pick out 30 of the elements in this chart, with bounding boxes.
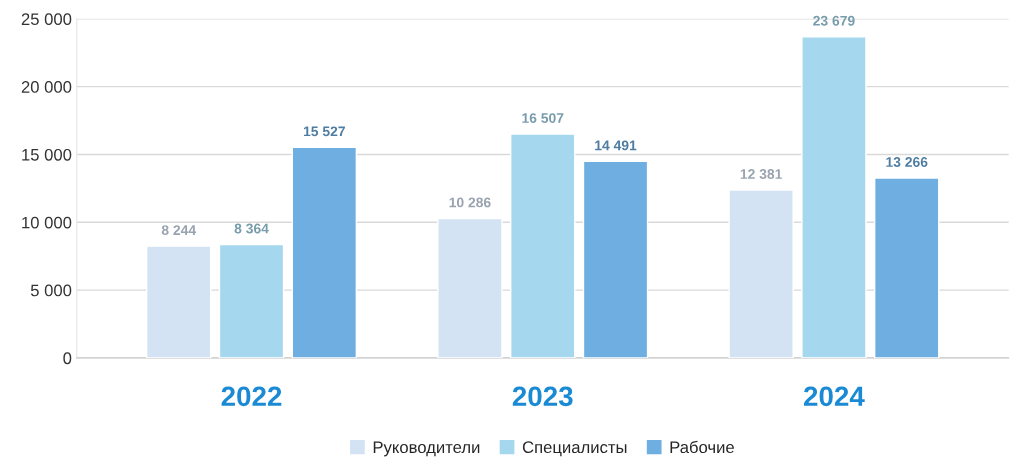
legend-label: Рабочие <box>670 440 734 454</box>
y-tick-label: 0 <box>63 352 72 365</box>
data-label: 15 527 <box>303 126 345 137</box>
y-tick-label: 15 000 <box>22 148 72 161</box>
legend-label: Руководители <box>373 441 480 457</box>
bar <box>509 133 576 358</box>
data-label: 10 286 <box>449 197 491 208</box>
bar <box>801 36 867 358</box>
data-label: 8 364 <box>234 223 269 234</box>
bar <box>437 217 503 358</box>
data-label: 16 507 <box>522 113 564 123</box>
x-tick-label: 2024 <box>803 386 865 407</box>
bar <box>873 177 940 358</box>
bar <box>145 245 212 358</box>
data-label: 23 679 <box>813 15 855 26</box>
data-label: 14 491 <box>595 140 637 151</box>
x-tick-label: 2022 <box>221 386 282 407</box>
y-tick-label: 10 000 <box>22 216 72 229</box>
y-tick-label: 20 000 <box>21 81 72 93</box>
y-tick-label: 25 000 <box>21 13 72 26</box>
bar <box>582 160 649 358</box>
bar <box>728 189 794 358</box>
x-tick-label: 2023 <box>512 386 573 407</box>
data-label: 13 266 <box>886 157 928 167</box>
legend-label: Специалисты <box>522 441 627 457</box>
bar <box>218 243 285 358</box>
data-label: 12 381 <box>740 169 782 179</box>
bar <box>291 146 358 358</box>
y-tick-label: 5 000 <box>30 284 72 297</box>
data-label: 8 244 <box>161 225 197 236</box>
